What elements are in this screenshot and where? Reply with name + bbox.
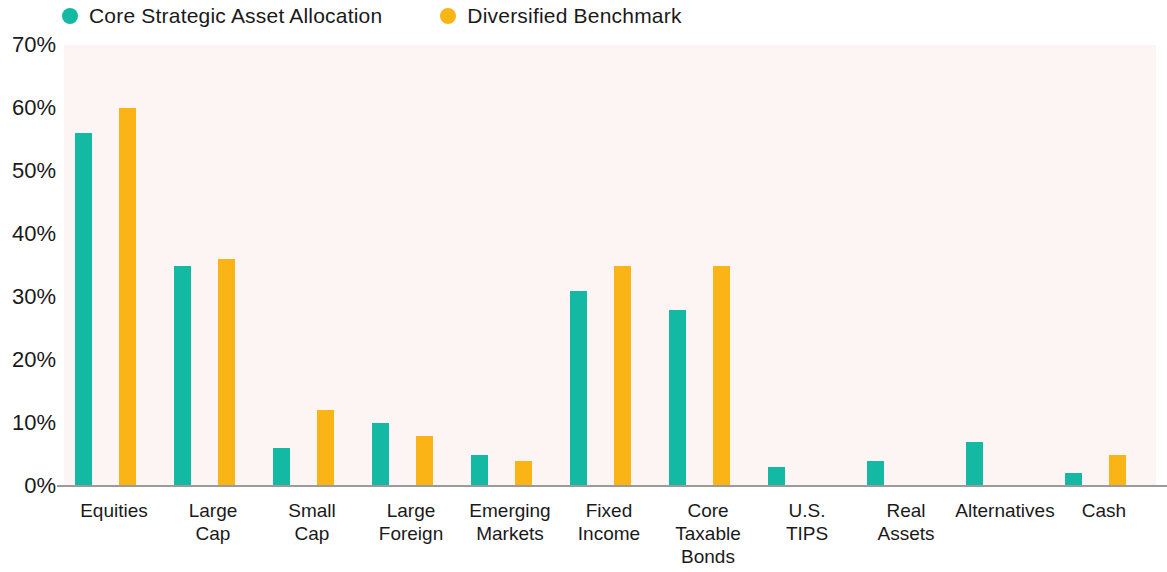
bar-benchmark-fixed-income xyxy=(614,266,631,487)
bar-core-strategic-small-cap xyxy=(273,448,290,486)
chart-legend: Core Strategic Asset Allocation Diversif… xyxy=(62,4,682,28)
x-axis-label-cash: Cash xyxy=(1034,499,1167,522)
bar-core-strategic-emerging-markets xyxy=(471,455,488,487)
bar-core-strategic-large-foreign xyxy=(372,423,389,486)
y-tick-label-70: 70% xyxy=(0,32,56,58)
bar-core-strategic-large-cap xyxy=(174,266,191,487)
y-tick-label-30: 30% xyxy=(0,284,56,310)
y-tick-label-10: 10% xyxy=(0,410,56,436)
bar-core-strategic-core-taxable-bonds xyxy=(669,310,686,486)
legend-label-core-strategic: Core Strategic Asset Allocation xyxy=(89,4,382,28)
y-tick-label-50: 50% xyxy=(0,158,56,184)
bar-benchmark-core-taxable-bonds xyxy=(713,266,730,487)
bar-benchmark-cash xyxy=(1109,455,1126,487)
bar-core-strategic-equities xyxy=(75,133,92,486)
legend-item-diversified-benchmark: Diversified Benchmark xyxy=(440,4,681,28)
legend-label-diversified-benchmark: Diversified Benchmark xyxy=(467,4,681,28)
bar-core-strategic-fixed-income xyxy=(570,291,587,486)
x-axis-line xyxy=(57,485,1167,487)
bar-core-strategic-u-s-tips xyxy=(768,467,785,486)
bar-benchmark-emerging-markets xyxy=(515,461,532,486)
legend-dot-diversified-benchmark-icon xyxy=(440,8,456,24)
bar-benchmark-small-cap xyxy=(317,410,334,486)
plot-area xyxy=(64,45,1156,486)
bar-benchmark-large-cap xyxy=(218,259,235,486)
y-tick-label-40: 40% xyxy=(0,221,56,247)
y-tick-label-20: 20% xyxy=(0,347,56,373)
bar-core-strategic-alternatives xyxy=(966,442,983,486)
bar-core-strategic-real-assets xyxy=(867,461,884,486)
legend-dot-core-strategic-icon xyxy=(62,8,78,24)
bar-benchmark-equities xyxy=(119,108,136,486)
allocation-bar-chart: Core Strategic Asset Allocation Diversif… xyxy=(0,0,1167,572)
y-tick-label-0: 0% xyxy=(0,473,56,499)
bar-benchmark-large-foreign xyxy=(416,436,433,486)
legend-item-core-strategic: Core Strategic Asset Allocation xyxy=(62,4,382,28)
y-tick-label-60: 60% xyxy=(0,95,56,121)
